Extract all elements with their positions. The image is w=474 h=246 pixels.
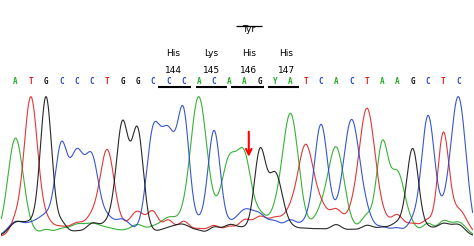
Text: 144: 144 bbox=[165, 66, 182, 75]
Text: C: C bbox=[349, 77, 354, 86]
Text: C: C bbox=[59, 77, 64, 86]
Text: G: G bbox=[257, 77, 262, 86]
Text: His: His bbox=[280, 49, 293, 58]
Text: 145: 145 bbox=[202, 66, 219, 75]
Text: His: His bbox=[242, 49, 256, 58]
Text: C: C bbox=[426, 77, 430, 86]
Text: C: C bbox=[166, 77, 171, 86]
Text: A: A bbox=[197, 77, 201, 86]
Text: C: C bbox=[212, 77, 217, 86]
Text: G: G bbox=[120, 77, 125, 86]
Text: Lys: Lys bbox=[204, 49, 218, 58]
Text: A: A bbox=[13, 77, 18, 86]
Text: C: C bbox=[456, 77, 461, 86]
Text: G: G bbox=[410, 77, 415, 86]
Text: Tyr: Tyr bbox=[242, 25, 255, 34]
Text: G: G bbox=[136, 77, 140, 86]
Text: T: T bbox=[28, 77, 33, 86]
Text: 147: 147 bbox=[278, 66, 295, 75]
Text: C: C bbox=[90, 77, 94, 86]
Text: G: G bbox=[44, 77, 48, 86]
Text: A: A bbox=[395, 77, 400, 86]
Text: T: T bbox=[365, 77, 369, 86]
Text: C: C bbox=[151, 77, 155, 86]
Text: A: A bbox=[288, 77, 293, 86]
Text: His: His bbox=[166, 49, 181, 58]
Text: C: C bbox=[74, 77, 79, 86]
Text: T: T bbox=[303, 77, 308, 86]
Text: A: A bbox=[227, 77, 232, 86]
Text: C: C bbox=[181, 77, 186, 86]
Text: 146: 146 bbox=[240, 66, 257, 75]
Text: A: A bbox=[380, 77, 384, 86]
Text: C: C bbox=[319, 77, 323, 86]
Text: A: A bbox=[242, 77, 247, 86]
Text: A: A bbox=[334, 77, 338, 86]
Text: Y: Y bbox=[273, 77, 277, 86]
Text: T: T bbox=[105, 77, 109, 86]
Text: T: T bbox=[441, 77, 446, 86]
